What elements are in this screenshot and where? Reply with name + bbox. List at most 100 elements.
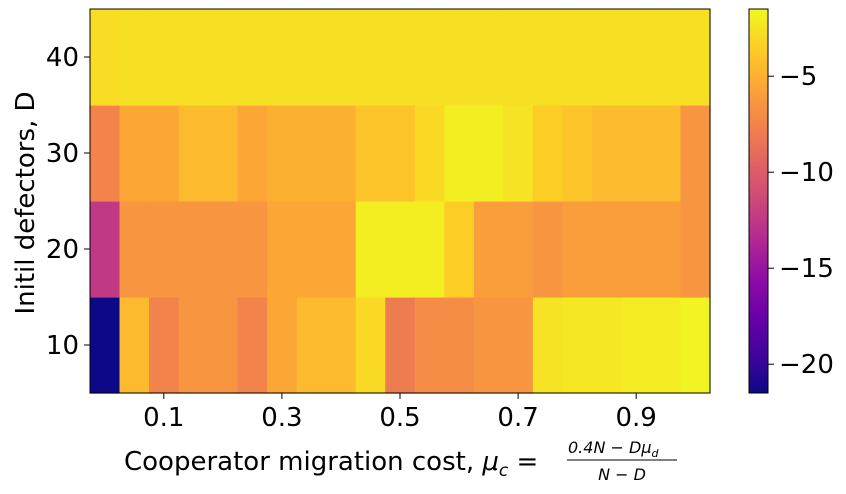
heatmap-cell — [532, 201, 563, 298]
heatmap-cell — [680, 297, 711, 394]
heatmap-cell — [414, 201, 445, 298]
colorbar-ticks: −5 −10 −15 −20 — [768, 62, 834, 380]
heatmap-cell — [296, 297, 327, 394]
x-axis-ticks: 0.1 0.3 0.5 0.7 0.9 — [143, 393, 657, 433]
heatmap-cell — [119, 9, 150, 106]
heatmap-cell — [326, 9, 357, 106]
heatmap-cell — [591, 201, 623, 298]
heatmap-cell — [414, 105, 445, 202]
heatmap-cell — [680, 201, 711, 298]
x-axis-label-numerator-text: 0.4N − Dμ — [568, 438, 652, 457]
heatmap-cell — [591, 105, 623, 202]
heatmap-cell — [473, 105, 504, 202]
heatmap-cell — [385, 297, 416, 394]
x-tick-label: 0.3 — [261, 403, 302, 433]
colorbar — [749, 9, 768, 393]
heatmap-cell — [149, 297, 180, 394]
heatmap-cell — [503, 9, 534, 106]
colorbar-tick-label: −5 — [779, 62, 817, 92]
heatmap-cell — [119, 105, 150, 202]
x-axis-label: Cooperator migration cost, μc = — [124, 447, 538, 481]
y-tick-label: 20 — [46, 235, 79, 265]
heatmap-cell — [267, 105, 298, 202]
heatmap-cell — [149, 105, 180, 202]
heatmap-cell — [385, 201, 416, 298]
heatmap-cell — [680, 9, 711, 106]
heatmap-cell — [650, 9, 682, 106]
heatmap-cell — [355, 297, 386, 394]
x-axis-label-mu-sub: c — [499, 461, 509, 481]
heatmap-cell — [355, 105, 386, 202]
x-axis-label-text: Cooperator migration cost, — [124, 447, 482, 477]
y-axis-ticks: 10 20 30 40 — [46, 43, 90, 361]
heatmap-cell — [591, 297, 623, 394]
colorbar-tick-label: −20 — [779, 350, 834, 380]
y-tick-label: 30 — [46, 139, 79, 169]
heatmap-cell — [90, 201, 121, 298]
heatmap-cell — [503, 297, 534, 394]
colorbar-tick-label: −10 — [779, 158, 834, 188]
x-axis-label-denominator: N − D — [598, 465, 646, 484]
heatmap-cell — [90, 9, 121, 106]
heatmap-cell — [119, 201, 150, 298]
heatmap-cell — [385, 9, 416, 106]
heatmap-cell — [208, 9, 239, 106]
heatmap-cell — [532, 9, 563, 106]
heatmap-cell — [621, 201, 652, 298]
heatmap-cell — [562, 9, 593, 106]
heatmap-cell — [237, 105, 268, 202]
heatmap-cell — [414, 9, 445, 106]
heatmap-cell — [562, 105, 593, 202]
heatmap-cell — [444, 201, 475, 298]
heatmap-cell — [90, 297, 121, 394]
heatmap-cell — [591, 9, 623, 106]
heatmap-cell — [267, 9, 298, 106]
heatmap-cell — [149, 201, 180, 298]
x-tick-label: 0.9 — [616, 403, 657, 433]
heatmap-cell — [503, 201, 534, 298]
heatmap-cell — [473, 201, 504, 298]
heatmap-cell — [326, 105, 357, 202]
heatmap-cell — [532, 297, 563, 394]
heatmap-cell — [90, 105, 121, 202]
heatmap-cell — [621, 297, 652, 394]
heatmap-cell — [237, 201, 268, 298]
heatmap-cell — [680, 105, 711, 202]
heatmap-cell — [296, 105, 327, 202]
heatmap-cell — [355, 9, 386, 106]
heatmap-cell — [355, 201, 386, 298]
colorbar-tick-label: −15 — [779, 254, 834, 284]
x-tick-label: 0.7 — [497, 403, 538, 433]
heatmap-cell — [444, 105, 475, 202]
x-axis-label-mu: μ — [481, 447, 499, 477]
heatmap-cell — [532, 105, 563, 202]
y-tick-label: 40 — [46, 43, 79, 73]
heatmap-cell — [178, 201, 209, 298]
heatmap-cell — [414, 297, 445, 394]
heatmap-cell — [444, 9, 475, 106]
heatmap-cell — [237, 297, 268, 394]
heatmap-cell — [650, 201, 682, 298]
x-axis-label-numerator: 0.4N − Dμd — [568, 438, 660, 460]
heatmap-cell — [444, 297, 475, 394]
heatmap-cell — [296, 201, 327, 298]
heatmap-cell — [178, 105, 209, 202]
heatmap-cell — [267, 297, 298, 394]
heatmap-cell — [326, 201, 357, 298]
heatmap-cell — [119, 297, 150, 394]
heatmap-cell — [267, 201, 298, 298]
x-tick-label: 0.1 — [143, 403, 184, 433]
heatmap-cell — [503, 105, 534, 202]
heatmap-cell — [326, 297, 357, 394]
heatmap-cell — [208, 201, 239, 298]
heatmap-cells — [90, 9, 711, 394]
heatmap-cell — [178, 297, 209, 394]
heatmap-cell — [621, 105, 652, 202]
heatmap-cell — [149, 9, 180, 106]
x-tick-label: 0.5 — [379, 403, 420, 433]
heatmap-cell — [562, 297, 593, 394]
heatmap-cell — [237, 9, 268, 106]
heatmap-cell — [208, 105, 239, 202]
heatmap-cell — [208, 297, 239, 394]
